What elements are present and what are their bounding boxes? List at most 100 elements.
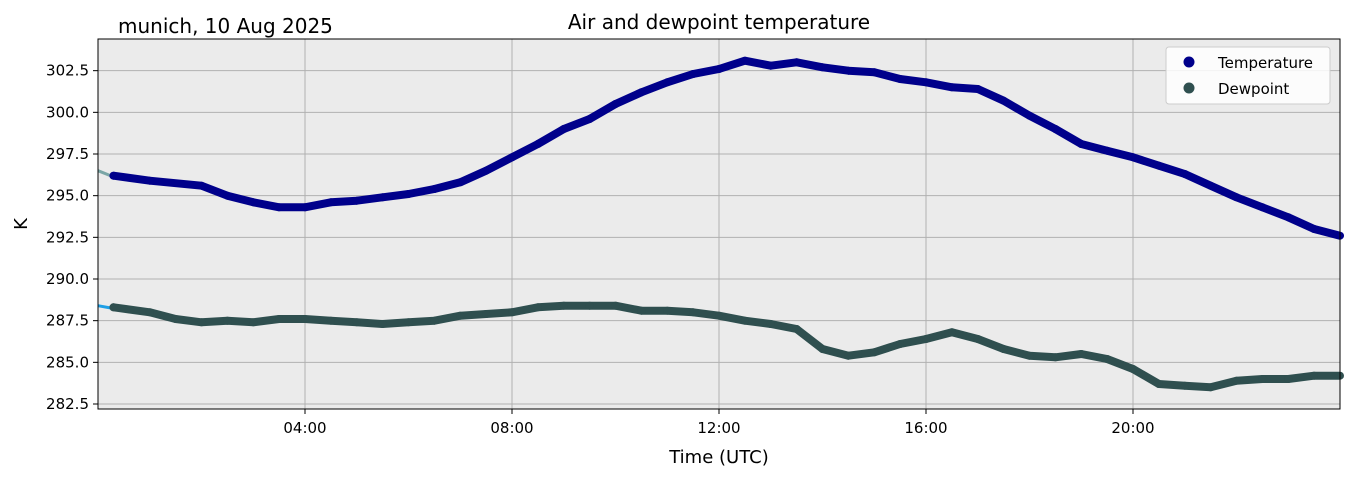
legend-box bbox=[1165, 46, 1331, 105]
data-point-dewpoint bbox=[223, 316, 232, 325]
data-point-dewpoint bbox=[275, 315, 284, 323]
data-point-temperature bbox=[1077, 140, 1086, 148]
data-point-temperature bbox=[715, 65, 723, 73]
data-point-dewpoint bbox=[818, 345, 827, 353]
data-point-dewpoint bbox=[844, 351, 853, 360]
data-point-temperature bbox=[301, 203, 309, 212]
legend-marker-dewpoint bbox=[1183, 82, 1195, 94]
data-point-dewpoint bbox=[999, 345, 1008, 353]
data-point-dewpoint bbox=[249, 318, 258, 327]
data-point-temperature bbox=[1206, 181, 1215, 190]
data-point-temperature bbox=[1258, 203, 1267, 212]
x-tick-label: 20:00 bbox=[1111, 419, 1154, 437]
legend-marker-temperature bbox=[1183, 56, 1195, 68]
data-point-temperature bbox=[533, 140, 542, 148]
data-point-temperature bbox=[1154, 161, 1163, 170]
data-point-temperature bbox=[585, 115, 594, 123]
data-point-dewpoint bbox=[1129, 365, 1137, 373]
data-point-temperature bbox=[404, 190, 413, 198]
data-point-dewpoint bbox=[792, 325, 801, 333]
data-point-dewpoint bbox=[715, 311, 723, 320]
data-point-dewpoint bbox=[456, 311, 465, 320]
data-point-dewpoint bbox=[1025, 351, 1034, 360]
y-tick-label: 285.0 bbox=[46, 353, 89, 371]
y-tick-label: 292.5 bbox=[46, 228, 89, 246]
data-point-dewpoint bbox=[1232, 376, 1241, 385]
data-point-dewpoint bbox=[1077, 350, 1086, 358]
data-point-dewpoint bbox=[1206, 383, 1215, 392]
y-tick-label: 295.0 bbox=[46, 187, 89, 205]
data-point-dewpoint bbox=[197, 318, 206, 327]
data-point-dewpoint bbox=[482, 310, 491, 318]
chart-title: Air and dewpoint temperature bbox=[568, 10, 870, 34]
data-point-dewpoint bbox=[1310, 371, 1319, 380]
data-point-temperature bbox=[1051, 125, 1060, 133]
data-point-dewpoint bbox=[508, 308, 516, 317]
data-point-dewpoint bbox=[326, 316, 335, 325]
data-point-temperature bbox=[378, 193, 387, 202]
x-tick-label: 08:00 bbox=[490, 419, 533, 437]
data-point-temperature bbox=[1310, 225, 1319, 233]
data-point-temperature bbox=[482, 166, 491, 175]
y-tick-label: 287.5 bbox=[46, 312, 89, 330]
data-point-dewpoint bbox=[637, 306, 646, 315]
data-point-dewpoint bbox=[585, 301, 594, 310]
data-point-dewpoint bbox=[611, 301, 620, 310]
series-line-dewpoint bbox=[109, 301, 1344, 392]
data-point-temperature bbox=[223, 191, 232, 200]
data-point-temperature bbox=[1025, 111, 1034, 120]
y-axis-label: K bbox=[11, 217, 32, 230]
legend-label-temperature: Temperature bbox=[1217, 54, 1313, 72]
legend-label-dewpoint: Dewpoint bbox=[1218, 80, 1289, 98]
data-point-temperature bbox=[973, 85, 982, 93]
y-tick-label: 302.5 bbox=[46, 62, 89, 80]
data-point-dewpoint bbox=[766, 320, 775, 328]
x-tick-label: 04:00 bbox=[283, 419, 326, 437]
y-tick-label: 297.5 bbox=[46, 145, 89, 163]
data-point-temperature bbox=[792, 58, 801, 67]
data-point-dewpoint bbox=[109, 303, 118, 312]
data-point-temperature bbox=[352, 196, 361, 205]
data-point-temperature bbox=[456, 178, 465, 187]
data-point-temperature bbox=[430, 185, 439, 193]
data-point-dewpoint bbox=[533, 303, 542, 312]
data-point-dewpoint bbox=[171, 315, 180, 323]
data-point-dewpoint bbox=[1154, 380, 1163, 388]
data-point-temperature bbox=[947, 83, 956, 92]
data-point-dewpoint bbox=[559, 301, 568, 310]
data-point-temperature bbox=[999, 96, 1008, 105]
x-tick-label: 12:00 bbox=[697, 419, 740, 437]
data-point-dewpoint bbox=[740, 316, 749, 325]
data-point-dewpoint bbox=[947, 328, 956, 337]
data-point-dewpoint bbox=[1284, 375, 1293, 383]
data-point-dewpoint bbox=[145, 308, 154, 317]
x-tick-label: 16:00 bbox=[904, 419, 947, 437]
data-point-dewpoint bbox=[663, 306, 672, 315]
data-point-temperature bbox=[922, 78, 930, 87]
data-point-temperature bbox=[559, 125, 568, 133]
data-point-dewpoint bbox=[378, 320, 387, 328]
data-point-dewpoint bbox=[301, 315, 309, 323]
data-point-dewpoint bbox=[1051, 353, 1060, 362]
data-point-temperature bbox=[818, 63, 827, 72]
location-label: munich, 10 Aug 2025 bbox=[118, 14, 333, 38]
data-point-dewpoint bbox=[430, 316, 439, 325]
data-point-dewpoint bbox=[896, 340, 905, 348]
data-point-temperature bbox=[109, 171, 118, 180]
data-point-temperature bbox=[275, 203, 284, 212]
y-tick-label: 300.0 bbox=[46, 103, 89, 121]
data-point-dewpoint bbox=[1103, 355, 1112, 363]
data-point-dewpoint bbox=[870, 348, 879, 357]
legend: Temperature Dewpoint bbox=[1165, 46, 1331, 105]
data-point-temperature bbox=[326, 198, 335, 207]
axis-ticks: 04:00 08:00 12:00 16:00 20:00 282.5 285.0 287.5… bbox=[46, 62, 1155, 437]
data-point-dewpoint bbox=[689, 308, 698, 317]
data-point-dewpoint bbox=[404, 318, 413, 327]
data-point-dewpoint bbox=[1180, 381, 1189, 390]
data-point-temperature bbox=[689, 70, 698, 78]
y-tick-label: 282.5 bbox=[46, 395, 89, 413]
data-point-temperature bbox=[766, 61, 775, 70]
data-point-temperature bbox=[1129, 153, 1137, 162]
data-point-temperature bbox=[896, 75, 905, 83]
